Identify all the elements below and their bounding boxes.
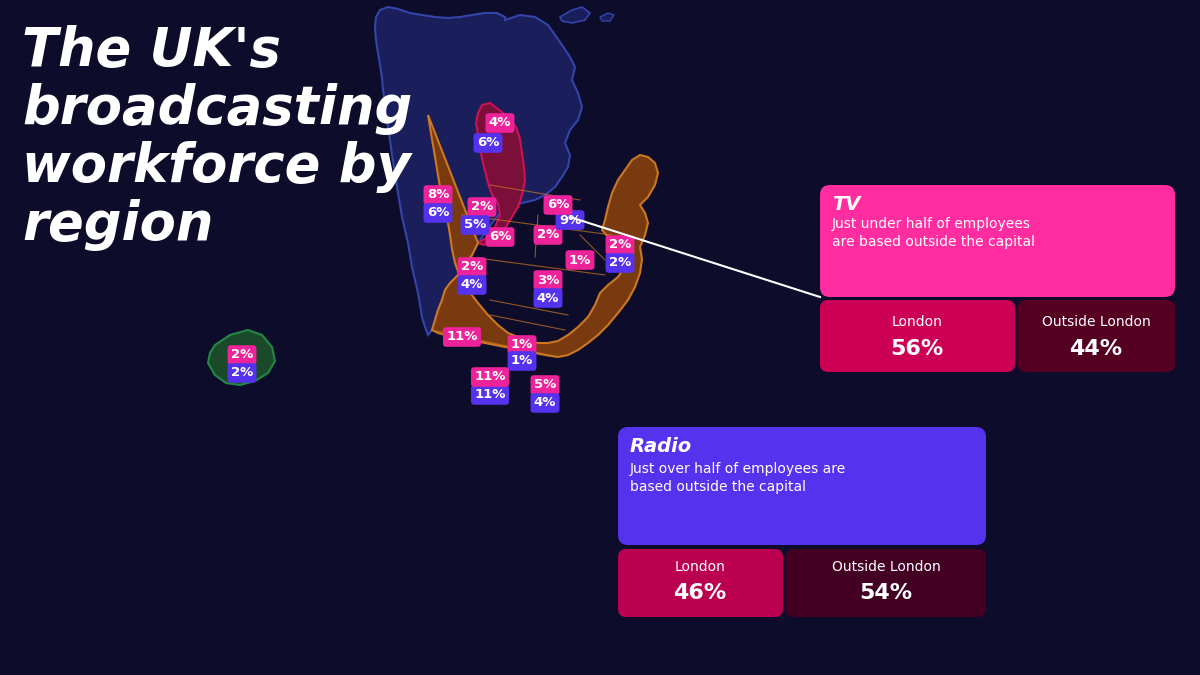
Text: 4%: 4% xyxy=(461,279,484,292)
FancyBboxPatch shape xyxy=(786,549,986,617)
Polygon shape xyxy=(600,13,614,21)
Polygon shape xyxy=(428,115,658,357)
Polygon shape xyxy=(476,103,526,245)
Text: 9%: 9% xyxy=(559,213,581,227)
Text: 5%: 5% xyxy=(464,219,486,232)
FancyBboxPatch shape xyxy=(820,185,1175,297)
Text: 5%: 5% xyxy=(534,379,556,391)
Text: Outside London: Outside London xyxy=(832,560,941,574)
FancyBboxPatch shape xyxy=(1018,300,1175,372)
Text: 54%: 54% xyxy=(859,583,912,603)
Text: 46%: 46% xyxy=(673,583,727,603)
Text: 3%: 3% xyxy=(536,273,559,286)
Text: 11%: 11% xyxy=(474,371,505,383)
FancyBboxPatch shape xyxy=(618,427,986,545)
Text: TV: TV xyxy=(832,195,860,214)
Text: 8%: 8% xyxy=(427,188,449,202)
Text: 2%: 2% xyxy=(536,229,559,242)
FancyBboxPatch shape xyxy=(820,300,1015,372)
FancyBboxPatch shape xyxy=(618,549,784,617)
Text: Outside London: Outside London xyxy=(1042,315,1151,329)
Text: London: London xyxy=(892,315,942,329)
Text: 2%: 2% xyxy=(230,367,253,379)
Polygon shape xyxy=(374,7,582,335)
Polygon shape xyxy=(208,330,275,385)
Text: 6%: 6% xyxy=(427,207,449,219)
Text: The UK's
broadcasting
workforce by
region: The UK's broadcasting workforce by regio… xyxy=(22,25,413,252)
Text: 6%: 6% xyxy=(547,198,569,211)
Text: 1%: 1% xyxy=(569,254,592,267)
Text: 2%: 2% xyxy=(461,261,484,273)
Text: 1%: 1% xyxy=(511,338,533,352)
Polygon shape xyxy=(560,7,590,23)
Text: 11%: 11% xyxy=(474,389,505,402)
Text: 2%: 2% xyxy=(608,238,631,252)
Text: 2%: 2% xyxy=(608,256,631,269)
Text: 2%: 2% xyxy=(230,348,253,362)
Text: 56%: 56% xyxy=(890,339,943,359)
Text: 6%: 6% xyxy=(488,230,511,244)
Text: Radio: Radio xyxy=(630,437,692,456)
Text: 6%: 6% xyxy=(476,136,499,149)
Text: 1%: 1% xyxy=(511,354,533,367)
Text: Just over half of employees are
based outside the capital: Just over half of employees are based ou… xyxy=(630,462,846,494)
Text: 11%: 11% xyxy=(446,331,478,344)
Text: 4%: 4% xyxy=(536,292,559,304)
Text: 4%: 4% xyxy=(488,117,511,130)
Text: 2%: 2% xyxy=(470,200,493,213)
Text: London: London xyxy=(674,560,726,574)
Text: 44%: 44% xyxy=(1069,339,1122,359)
Text: 4%: 4% xyxy=(534,396,556,410)
Text: Just under half of employees
are based outside the capital: Just under half of employees are based o… xyxy=(832,217,1034,249)
